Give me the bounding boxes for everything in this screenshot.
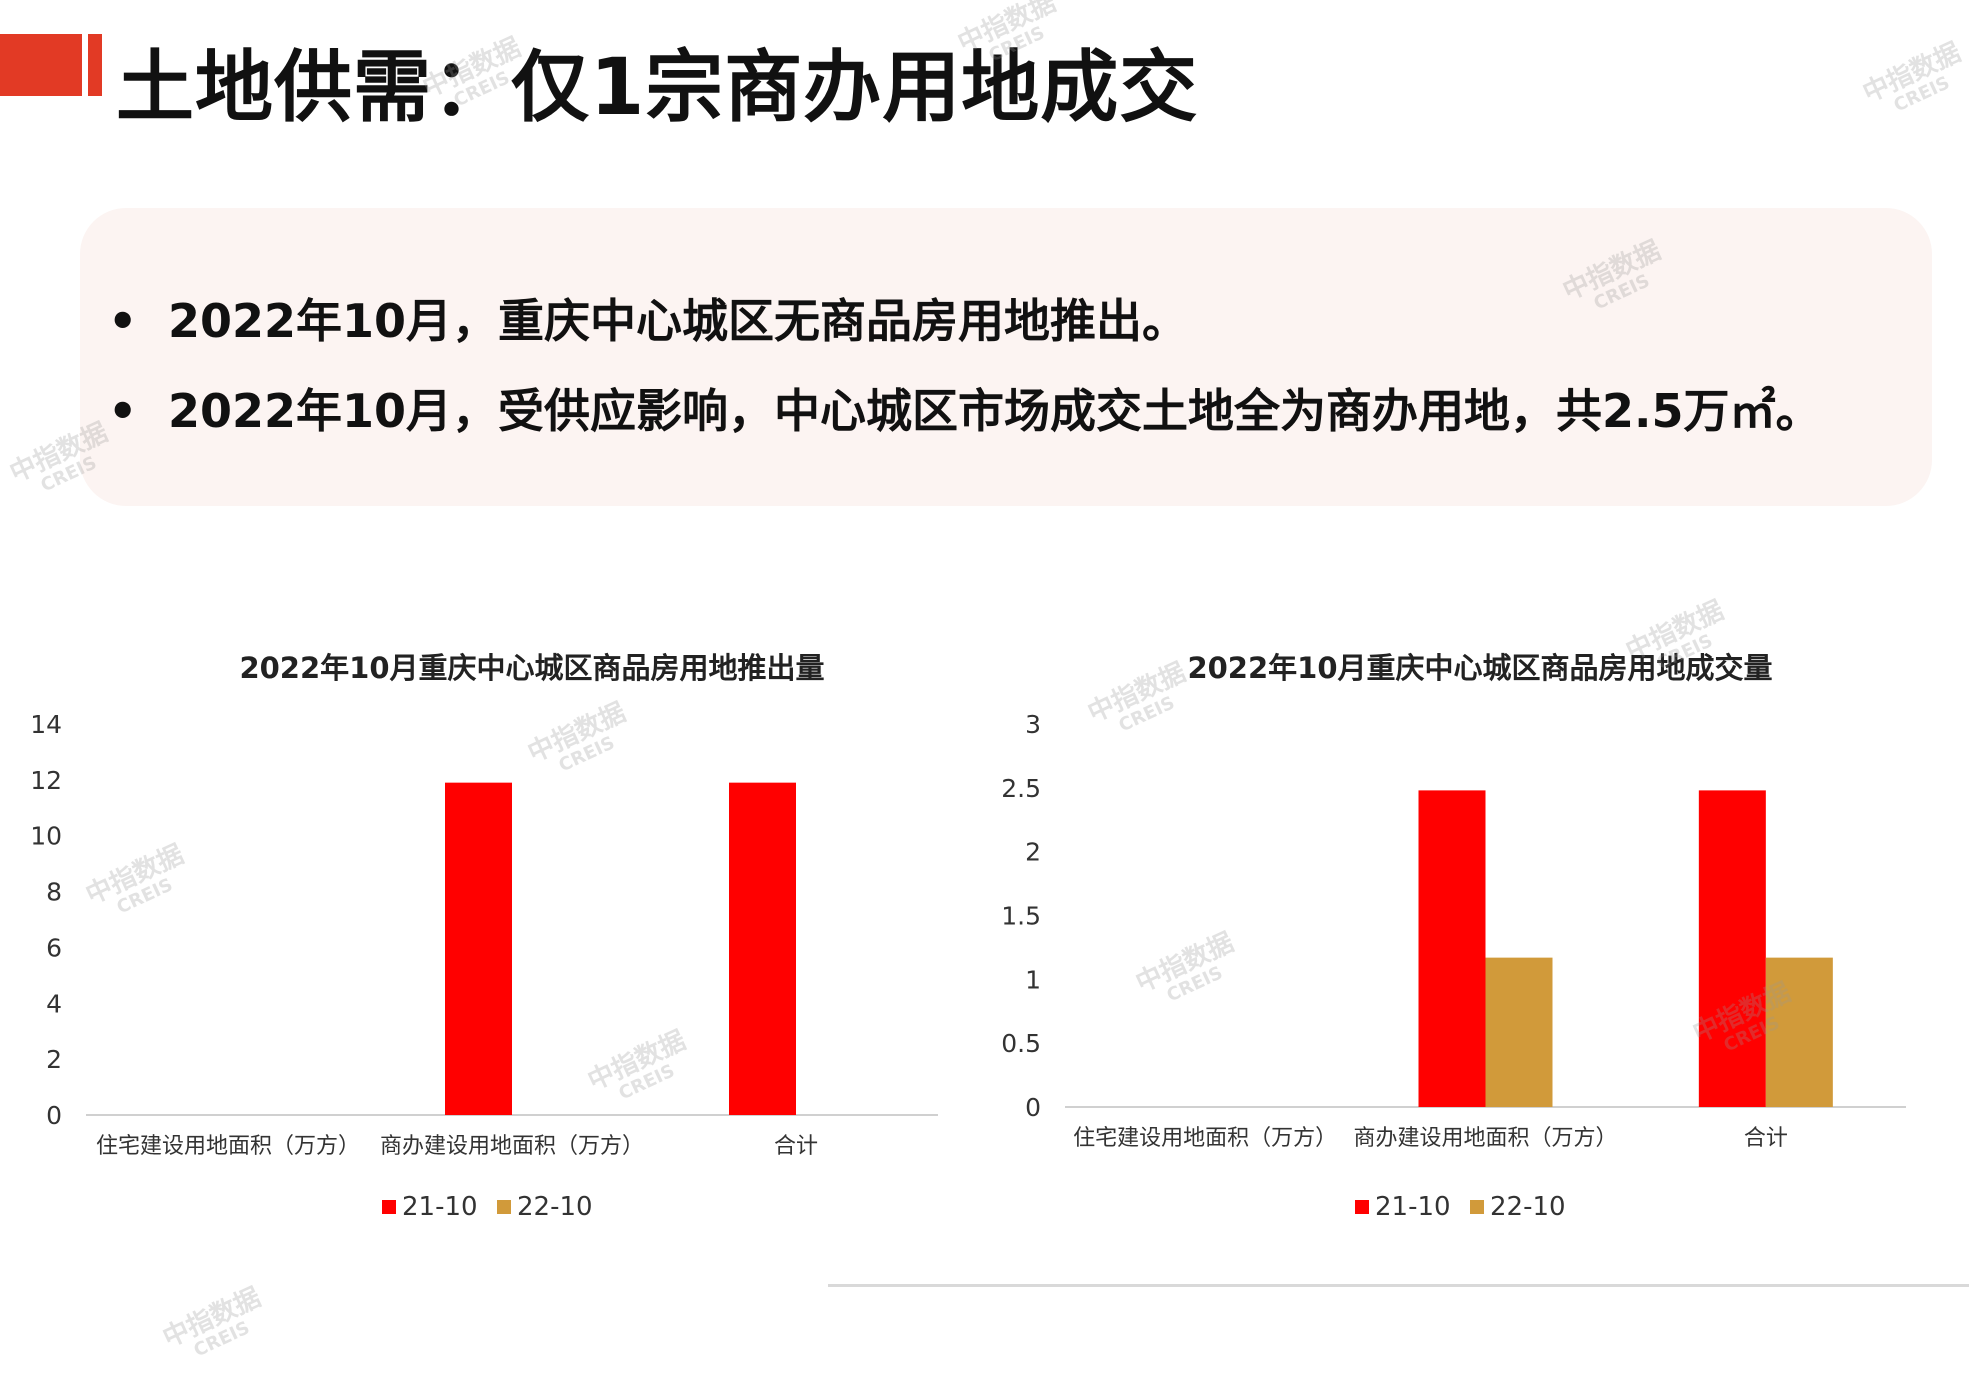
summary-bullet-2: • 2022年10月，受供应影响，中心城区市场成交土地全为商办用地，共2.5万㎡。 xyxy=(108,376,1822,446)
y-tick-label: 4 xyxy=(46,989,62,1018)
legend-label: 21-10 xyxy=(402,1192,478,1222)
legend-swatch-21-10 xyxy=(382,1200,396,1214)
y-tick-label: 2 xyxy=(46,1045,62,1074)
legend-label: 21-10 xyxy=(1375,1192,1451,1222)
category-label: 合计 xyxy=(1744,1126,1788,1151)
y-tick-label: 10 xyxy=(30,822,62,851)
category-label: 商办建设用地面积（万方） xyxy=(380,1134,644,1159)
summary-bullet-1: • 2022年10月，重庆中心城区无商品房用地推出。 xyxy=(108,286,1188,356)
y-tick-label: 8 xyxy=(46,878,62,907)
category-label: 住宅建设用地面积（万方） xyxy=(1073,1126,1337,1151)
legend-swatch-22-10 xyxy=(497,1200,511,1214)
bar-22-10 xyxy=(1765,957,1833,1107)
bullet-dot-icon: • xyxy=(108,294,138,348)
bar-21-10 xyxy=(445,782,512,1115)
y-tick-label: 2.5 xyxy=(1001,774,1041,803)
bar-22-10 xyxy=(1485,957,1553,1107)
y-tick-label: 0.5 xyxy=(1001,1029,1041,1058)
category-label: 住宅建设用地面积（万方） xyxy=(96,1134,360,1159)
y-tick-label: 0 xyxy=(46,1101,62,1130)
category-label: 商办建设用地面积（万方） xyxy=(1353,1126,1617,1151)
title-accent-bar xyxy=(88,34,102,96)
bullet-text: 2022年10月，重庆中心城区无商品房用地推出。 xyxy=(168,294,1189,348)
bar-21-10 xyxy=(1698,790,1766,1107)
title-accent-block xyxy=(0,34,82,96)
y-tick-label: 0 xyxy=(1025,1093,1041,1122)
summary-box xyxy=(80,208,1932,506)
y-tick-label: 3 xyxy=(1025,710,1041,739)
chart-title: 2022年10月重庆中心城区商品房用地成交量 xyxy=(1187,651,1772,685)
y-tick-label: 6 xyxy=(46,933,62,962)
y-tick-label: 2 xyxy=(1025,838,1041,867)
bar-21-10 xyxy=(729,782,796,1115)
legend-swatch-21-10 xyxy=(1355,1200,1369,1214)
legend-label: 22-10 xyxy=(1490,1192,1566,1222)
y-tick-label: 14 xyxy=(30,710,62,739)
legend-swatch-22-10 xyxy=(1470,1200,1484,1214)
chart-title: 2022年10月重庆中心城区商品房用地推出量 xyxy=(239,651,824,685)
y-tick-label: 1.5 xyxy=(1001,902,1041,931)
bottom-divider xyxy=(828,1284,1969,1287)
category-label: 合计 xyxy=(774,1134,818,1159)
page-title: 土地供需：仅1宗商办用地成交 xyxy=(116,43,1199,133)
y-tick-label: 12 xyxy=(30,766,62,795)
bullet-dot-icon: • xyxy=(108,384,138,438)
bullet-text: 2022年10月，受供应影响，中心城区市场成交土地全为商办用地，共2.5万㎡。 xyxy=(168,384,1822,438)
y-tick-label: 1 xyxy=(1025,965,1041,994)
bar-21-10 xyxy=(1418,790,1486,1107)
legend-label: 22-10 xyxy=(517,1192,593,1222)
